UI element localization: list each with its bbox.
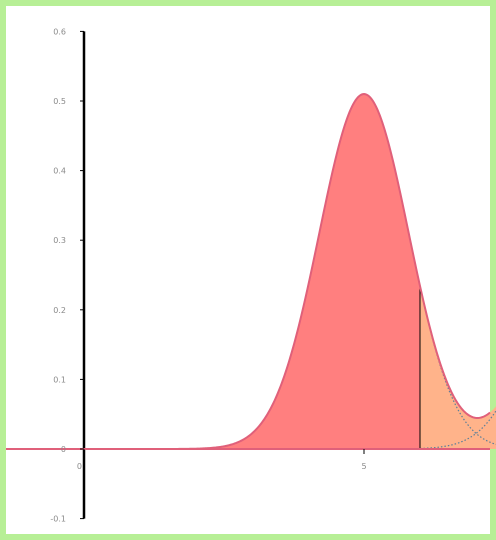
mixture-curve-group [6, 93, 491, 450]
mixture-curve [6, 93, 491, 450]
component-curve-2 [419, 409, 496, 450]
y-tick-label-4: 0.2 [53, 306, 66, 315]
shaded-regions [196, 94, 496, 449]
y-tick-label-1: -0.1 [50, 515, 66, 524]
region-area-1 [196, 94, 420, 449]
y-tick-label-8: 0.6 [53, 27, 66, 36]
x-tick-label-1: 0 [77, 462, 82, 471]
y-tick-label-2: 0 [61, 445, 66, 454]
region-dividers [419, 286, 421, 449]
y-tick-label-3: 0.1 [53, 375, 66, 384]
y-tick-labels: -0.1 0 0.1 0.2 0.3 0.4 0.5 0.6 [50, 27, 84, 524]
component-curves [419, 286, 496, 450]
y-tick-label-6: 0.4 [53, 167, 66, 176]
y-tick-label-7: 0.5 [53, 97, 66, 106]
x-tick-labels: 051015 [77, 449, 367, 471]
x-tick-label-2: 5 [361, 462, 366, 471]
region-area-2 [420, 286, 496, 449]
y-tick-label-5: 0.3 [53, 236, 66, 245]
